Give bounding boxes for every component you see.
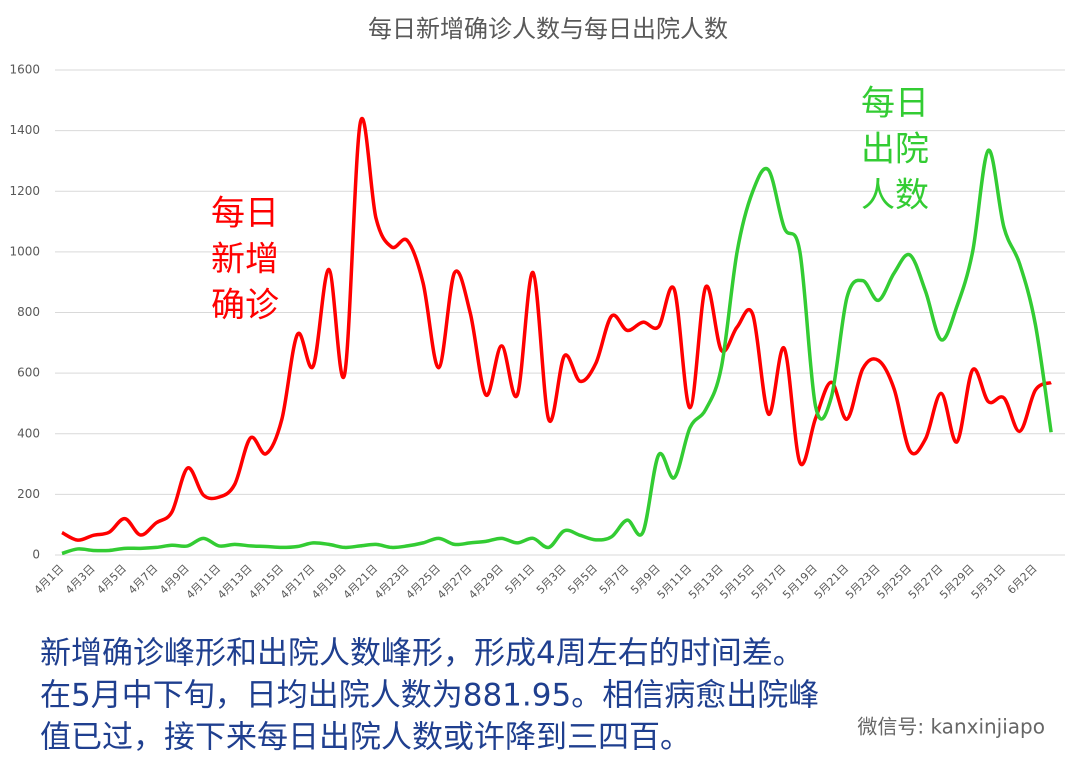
caption-line: 值已过，接下来每日出院人数或许降到三四百。 [40, 720, 691, 756]
wechat-id: 微信号: kanxinjiapo [857, 715, 1045, 739]
caption-line: 新增确诊峰形和出院人数峰形，形成4周左右的时间差。 [40, 636, 804, 672]
annotation: 新增 [211, 240, 279, 280]
series-line [61, 148, 1053, 556]
annotation: 出院 [861, 130, 929, 170]
y-tick-label: 400 [17, 426, 40, 440]
chart-title: 每日新增确诊人数与每日出院人数 [368, 15, 728, 43]
annotation: 每日 [861, 84, 929, 124]
y-tick-label: 1400 [9, 123, 40, 137]
series-line [61, 117, 1052, 542]
y-tick-label: 0 [32, 548, 40, 562]
y-tick-label: 1000 [9, 244, 40, 258]
annotation: 确诊 [211, 286, 279, 326]
caption-line: 在5月中下旬，日均出院人数为881.95。相信病愈出院峰 [40, 678, 819, 714]
y-tick-label: 800 [17, 305, 40, 319]
annotation: 人数 [861, 176, 929, 216]
y-tick-label: 1600 [9, 63, 40, 77]
y-tick-label: 1200 [9, 184, 40, 198]
annotation: 每日 [211, 194, 279, 234]
y-tick-label: 600 [17, 366, 40, 380]
y-tick-label: 200 [17, 487, 40, 501]
